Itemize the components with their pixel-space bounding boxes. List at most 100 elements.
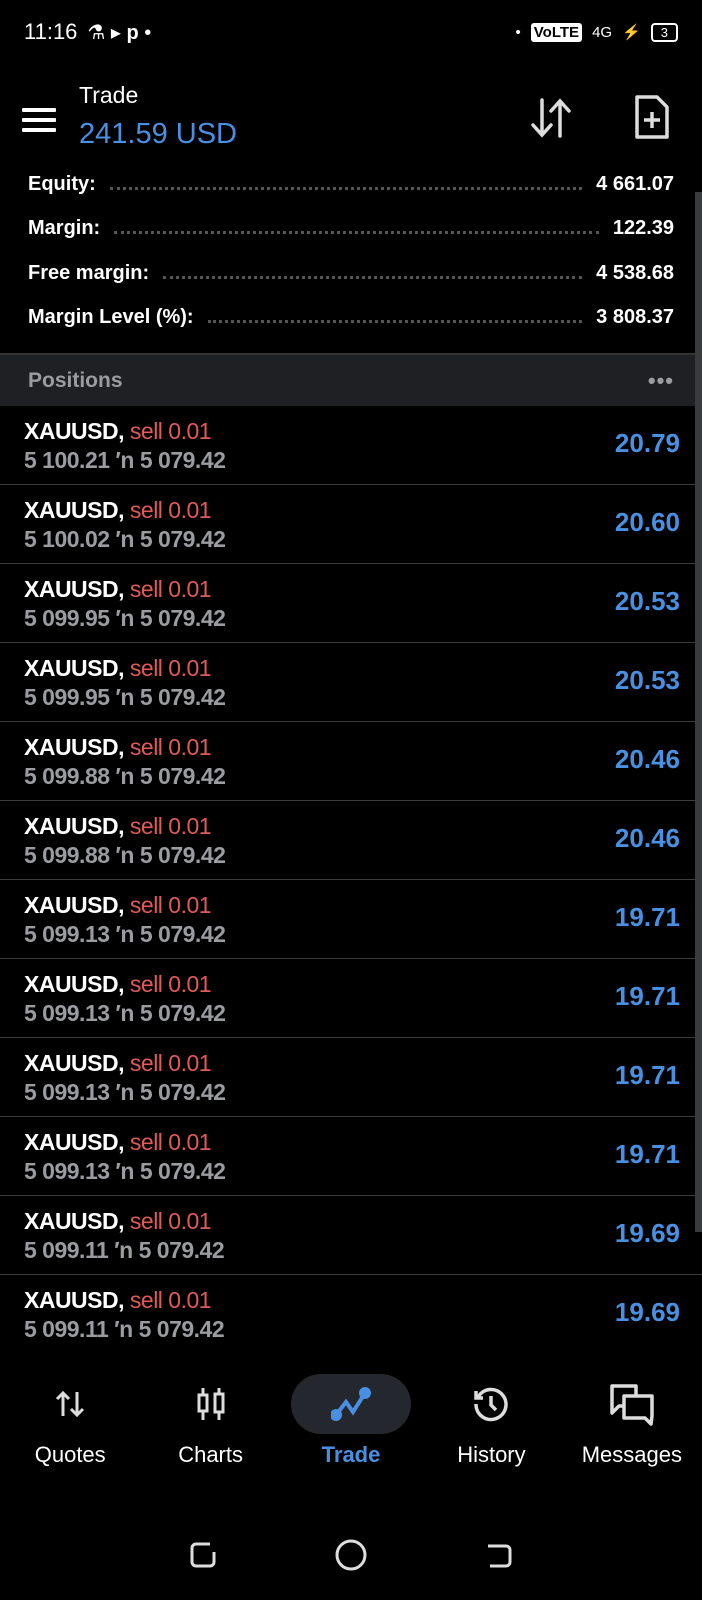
summary-free-margin: Free margin: 4 538.68 [0,251,702,296]
position-profit: 20.46 [614,823,680,853]
position-row[interactable]: XAUUSD, sell 0.01 5 100.02 ′n 5 079.42 20.… [0,485,702,564]
page-title: Trade [79,82,139,108]
nav-messages[interactable]: Messages [562,1360,702,1480]
positions-header: Positions ••• [0,353,702,406]
position-symbol: XAUUSD, sell 0.01 [24,892,702,919]
position-prices: 5 099.88 ′n 5 079.42 [24,763,226,789]
position-prices: 5 099.95 ′n 5 079.42 [24,684,226,710]
position-row[interactable]: XAUUSD, sell 0.01 5 099.95 ′n 5 079.42 20.… [0,564,702,643]
order-side: sell 0.01 [129,1129,212,1155]
quotes-arrows-icon [56,1390,85,1418]
symbol: XAUUSD, [24,576,125,602]
nav-label: Charts [178,1442,243,1467]
symbol: XAUUSD, [24,497,125,523]
nav-charts[interactable]: Charts [140,1360,280,1480]
balance: 241.59 USD [79,118,237,150]
position-row[interactable]: XAUUSD, sell 0.01 5 099.13 ′n 5 079.42 19.… [0,1038,702,1117]
home-icon[interactable] [334,1538,368,1572]
position-profit: 20.53 [614,665,680,695]
system-nav [0,1530,702,1580]
symbol: XAUUSD, [24,655,125,681]
position-row[interactable]: XAUUSD, sell 0.01 5 099.13 ′n 5 079.42 19.… [0,880,702,959]
position-profit: 19.71 [614,1139,680,1169]
battery-icon: 3 [650,22,678,42]
summary-margin-level: Margin Level (%): 3 808.37 [0,296,702,341]
position-row[interactable]: XAUUSD, sell 0.01 5 100.21 ′n 5 079.42 20.… [0,406,702,485]
position-row[interactable]: XAUUSD, sell 0.01 5 099.95 ′n 5 079.42 20.… [0,643,702,722]
position-symbol: XAUUSD, sell 0.01 [24,655,702,682]
messages-icon [610,1384,654,1426]
position-prices: 5 099.88 ′n 5 079.42 [24,842,226,868]
position-prices: 5 099.11 ′n 5 079.42 [24,1316,225,1342]
positions-title: Positions [28,368,123,392]
positions-list[interactable]: XAUUSD, sell 0.01 5 100.21 ′n 5 079.42 20.… [0,406,702,1342]
position-row[interactable]: XAUUSD, sell 0.01 5 099.13 ′n 5 079.42 19.… [0,959,702,1038]
dot-icon: • [515,23,521,41]
position-symbol: XAUUSD, sell 0.01 [24,497,702,524]
order-side: sell 0.01 [129,418,212,444]
position-prices: 5 100.21 ′n 5 079.42 [24,447,226,473]
order-side: sell 0.01 [129,971,212,997]
nav-history[interactable]: History [421,1360,561,1480]
label: Free margin: [28,261,150,284]
scrollbar[interactable] [695,192,702,1232]
position-profit: 19.71 [614,981,680,1011]
candlestick-icon [197,1388,225,1420]
position-symbol: XAUUSD, sell 0.01 [24,971,702,998]
position-profit: 19.71 [614,1060,680,1090]
symbol: XAUUSD, [24,1050,125,1076]
position-symbol: XAUUSD, sell 0.01 [24,418,702,445]
position-prices: 5 099.11 ′n 5 079.42 [24,1237,225,1263]
label: Margin Level (%): [28,306,194,329]
position-prices: 5 099.13 ′n 5 079.42 [24,1000,226,1026]
nav-label: Quotes [34,1442,106,1467]
position-row[interactable]: XAUUSD, sell 0.01 5 099.11 ′n 5 079.42 19.… [0,1196,702,1275]
nav-quotes[interactable]: Quotes [0,1360,140,1480]
bottom-nav: Quotes Charts Trade History Messages [0,1360,702,1480]
symbol: XAUUSD, [24,734,125,760]
notification-icons: ⚗ ▸ p • [87,21,152,44]
position-profit: 19.69 [614,1218,680,1248]
summary-margin: Margin: 122.39 [0,207,702,252]
value: 3 808.37 [596,306,674,329]
more-icon[interactable]: ••• [647,367,674,393]
symbol: XAUUSD, [24,418,125,444]
nav-label: History [457,1442,526,1467]
position-profit: 20.79 [614,428,680,458]
summary-equity: Equity: 4 661.07 [0,162,702,207]
position-prices: 5 099.95 ′n 5 079.42 [24,605,226,631]
back-icon[interactable] [484,1540,514,1570]
position-symbol: XAUUSD, sell 0.01 [24,1208,702,1235]
symbol: XAUUSD, [24,971,125,997]
position-profit: 20.53 [614,586,680,616]
account-summary: Equity: 4 661.07 Margin: 122.39 Free margi… [0,162,702,340]
app-header: Trade 241.59 USD [0,76,702,156]
position-symbol: XAUUSD, sell 0.01 [24,1129,702,1156]
order-side: sell 0.01 [129,655,212,681]
status-bar: 11:16 ⚗ ▸ p • • VoLTE 4G ⚡ 3 [0,0,702,64]
menu-icon[interactable] [22,108,56,138]
charging-icon: ⚡ [622,24,641,41]
symbol: XAUUSD, [24,1208,125,1234]
position-row[interactable]: XAUUSD, sell 0.01 5 099.13 ′n 5 079.42 19.… [0,1117,702,1196]
position-symbol: XAUUSD, sell 0.01 [24,813,702,840]
position-row[interactable]: XAUUSD, sell 0.01 5 099.88 ′n 5 079.42 20.… [0,801,702,880]
label: Margin: [28,217,101,240]
new-order-icon[interactable] [634,94,670,140]
nav-label: Trade [321,1442,381,1467]
value: 4 538.68 [596,261,674,284]
position-profit: 19.71 [614,902,680,932]
position-row[interactable]: XAUUSD, sell 0.01 5 099.88 ′n 5 079.42 20.… [0,722,702,801]
recents-icon[interactable] [188,1540,218,1570]
trade-line-icon [331,1387,372,1421]
position-prices: 5 099.13 ′n 5 079.42 [24,1158,226,1184]
position-row[interactable]: XAUUSD, sell 0.01 5 099.11 ′n 5 079.42 19.… [0,1275,702,1342]
nav-trade[interactable]: Trade [281,1360,421,1480]
position-profit: 19.69 [614,1297,680,1327]
sort-icon[interactable] [528,96,574,140]
position-symbol: XAUUSD, sell 0.01 [24,1287,702,1314]
order-side: sell 0.01 [129,1287,212,1313]
symbol: XAUUSD, [24,1129,125,1155]
history-icon [474,1387,509,1422]
clock: 11:16 [24,19,78,44]
